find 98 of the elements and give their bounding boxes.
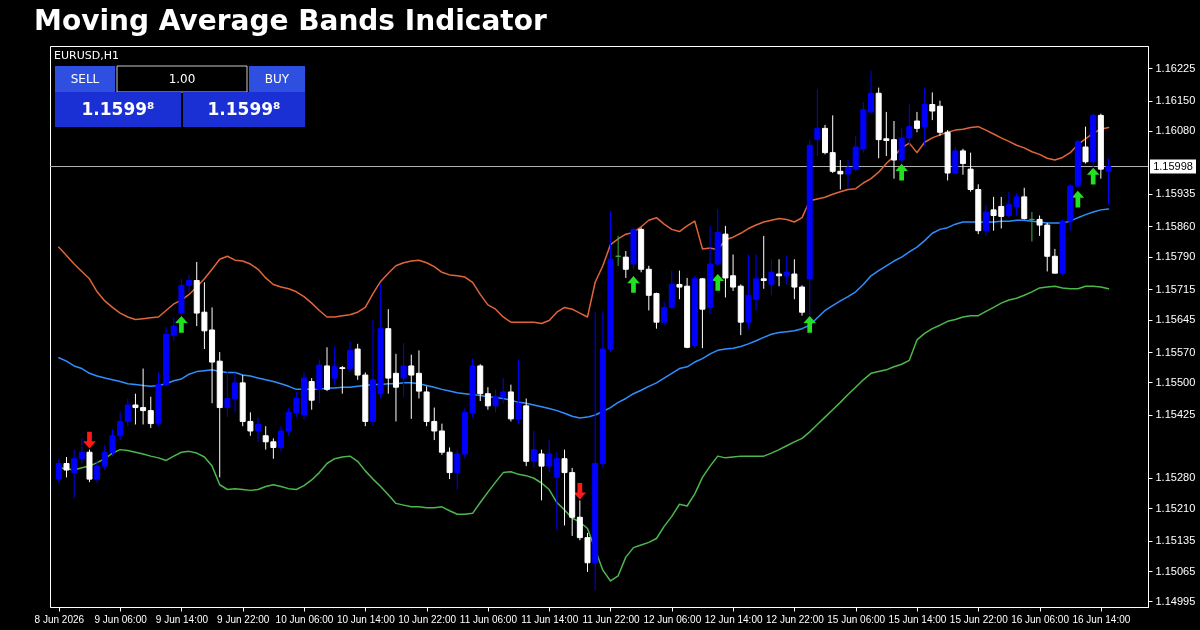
y-tick-label: 1.15860 [1155, 219, 1196, 232]
y-tick-label: 1.16225 [1155, 61, 1196, 74]
line-series [58, 125, 1110, 325]
x-tick-label: 9 Jun 14:00 [155, 613, 209, 625]
x-tick-label: 15 Jun 14:00 [888, 613, 947, 625]
candlestick [124, 397, 131, 427]
candlestick [538, 449, 545, 501]
candlestick [553, 451, 560, 531]
candlestick [1082, 126, 1089, 164]
point [83, 431, 96, 449]
candlestick [94, 459, 101, 484]
point [711, 273, 725, 291]
y-tick-label: 1.16150 [1155, 94, 1196, 107]
annotation: BUY [264, 72, 290, 86]
candlestick [308, 377, 315, 411]
point [1086, 167, 1100, 185]
candlestick [400, 342, 407, 398]
y-tick-label: 1.15065 [1155, 564, 1196, 577]
x-tick-label: 16 Jun 06:00 [1011, 613, 1070, 625]
y-tick-label: 1.14995 [1155, 594, 1196, 607]
annotation: 1.00 [168, 72, 196, 86]
candlestick [278, 425, 285, 452]
candlestick [255, 416, 262, 443]
chart-title: Moving Average Bands Indicator [34, 4, 547, 37]
candlestick [147, 396, 154, 429]
x-tick-label: 12 Jun 06:00 [643, 613, 702, 625]
candlestick [661, 301, 668, 326]
candlestick [392, 353, 399, 422]
x-tick-label: 10 Jun 14:00 [336, 613, 396, 625]
candlestick [768, 258, 775, 296]
candlestick [324, 346, 330, 392]
candlestick [71, 449, 78, 499]
candlestick [530, 430, 537, 469]
candlestick [331, 345, 338, 386]
candlestick [339, 365, 346, 395]
y-tick-label: 1.15645 [1155, 313, 1196, 326]
candlestick [982, 204, 989, 237]
candlestick [845, 159, 852, 189]
candlestick [668, 270, 675, 310]
candlestick [454, 449, 461, 491]
point [1071, 190, 1085, 208]
y-tick-label: 1.15210 [1155, 501, 1196, 514]
candlestick [959, 148, 966, 176]
y-tick-label: 1.15715 [1155, 282, 1196, 295]
candlestick [913, 111, 920, 133]
x-tick-label: 8 Jun 2026 [34, 613, 85, 625]
candlestick [921, 87, 928, 146]
candlestick [760, 235, 767, 290]
candlestick [484, 386, 491, 411]
candlestick [783, 254, 790, 285]
x-tick-label: 12 Jun 22:00 [765, 613, 825, 625]
x-tick-label: 16 Jun 14:00 [1072, 613, 1131, 625]
y-tick-label: 1.15570 [1155, 345, 1196, 358]
candlestick [890, 120, 897, 180]
point [627, 276, 640, 293]
candlestick [1105, 157, 1112, 206]
x-tick-label: 10 Jun 22:00 [398, 613, 457, 625]
candlestick [55, 458, 62, 484]
candlestick [776, 258, 783, 287]
y-tick-label: 1.15500 [1155, 375, 1196, 388]
x-tick-label: 11 Jun 06:00 [459, 613, 518, 625]
candlestick [63, 456, 70, 478]
y-tick-label: 1.15935 [1155, 187, 1196, 200]
candlestick [1021, 187, 1028, 220]
candlestick [78, 437, 85, 464]
point [175, 315, 188, 333]
y-tick-label: 1.15425 [1155, 408, 1196, 421]
candlestick [622, 250, 629, 279]
ref-line-label: 1.15998 [1153, 159, 1193, 172]
x-tick-label: 9 Jun 06:00 [94, 613, 148, 625]
candlestick [408, 354, 415, 420]
x-tick-label: 11 Jun 14:00 [521, 613, 579, 625]
candlestick [868, 70, 874, 115]
point [573, 482, 587, 500]
candlestick [952, 146, 959, 176]
point [803, 315, 816, 333]
candlestick [814, 88, 821, 157]
candlestick [1051, 248, 1058, 274]
y-tick-label: 1.16080 [1155, 124, 1196, 137]
annotation: 1.1599⁸ [81, 99, 155, 119]
x-tick-label: 10 Jun 06:00 [275, 613, 334, 625]
candlestick [346, 340, 353, 373]
annotation: 1.1599⁸ [207, 99, 281, 119]
x-tick-label: 15 Jun 22:00 [949, 613, 1009, 625]
candlestick [546, 439, 553, 474]
x-tick-label: 9 Jun 22:00 [217, 613, 270, 625]
x-tick-label: 15 Jun 06:00 [827, 613, 886, 625]
x-tick-label: 12 Jun 14:00 [704, 613, 763, 625]
candlestick [170, 316, 177, 342]
y-tick-label: 1.15790 [1155, 250, 1196, 263]
candlestick [515, 358, 522, 425]
y-tick-label: 1.15280 [1155, 471, 1196, 484]
chart-subtitle: EURUSD,H1 [54, 49, 119, 62]
y-tick-label: 1.15135 [1155, 534, 1196, 547]
x-tick-label: 11 Jun 22:00 [582, 613, 640, 625]
annotation: SELL [70, 72, 100, 86]
candlestick [929, 91, 936, 121]
point [895, 163, 908, 181]
